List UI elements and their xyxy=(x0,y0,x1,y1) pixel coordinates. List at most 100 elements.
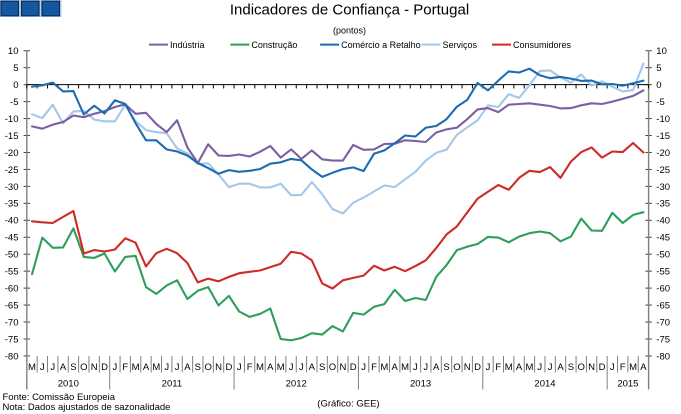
svg-text:N: N xyxy=(588,362,595,373)
svg-text:M: M xyxy=(380,362,388,373)
svg-text:S: S xyxy=(443,362,449,373)
svg-text:-70: -70 xyxy=(656,317,670,328)
svg-text:-20: -20 xyxy=(656,148,670,159)
svg-text:J: J xyxy=(113,362,118,373)
svg-text:O: O xyxy=(80,362,87,373)
svg-text:-25: -25 xyxy=(5,165,19,176)
svg-text:-65: -65 xyxy=(656,301,670,312)
svg-text:-50: -50 xyxy=(656,250,670,261)
svg-text:2014: 2014 xyxy=(534,378,555,389)
svg-text:Nota: Dados ajustados de sazon: Nota: Dados ajustados de sazonalidade xyxy=(3,402,171,413)
svg-text:(Gráfico: GEE): (Gráfico: GEE) xyxy=(317,399,379,410)
svg-text:M: M xyxy=(28,362,36,373)
svg-text:-25: -25 xyxy=(656,165,670,176)
svg-text:M: M xyxy=(256,362,264,373)
svg-text:-55: -55 xyxy=(5,267,19,278)
svg-text:F: F xyxy=(495,362,501,373)
svg-text:-75: -75 xyxy=(656,334,670,345)
svg-text:A: A xyxy=(433,362,440,373)
svg-text:F: F xyxy=(371,362,377,373)
svg-text:M: M xyxy=(277,362,285,373)
svg-text:N: N xyxy=(215,362,222,373)
svg-text:-45: -45 xyxy=(656,233,670,244)
svg-text:-35: -35 xyxy=(5,199,19,210)
svg-text:-75: -75 xyxy=(5,334,19,345)
svg-text:N: N xyxy=(91,362,98,373)
svg-text:(pontos): (pontos) xyxy=(333,26,366,36)
svg-text:M: M xyxy=(525,362,533,373)
svg-text:-35: -35 xyxy=(656,199,670,210)
svg-text:M: M xyxy=(132,362,140,373)
svg-text:-15: -15 xyxy=(5,131,19,142)
svg-text:M: M xyxy=(505,362,513,373)
svg-text:O: O xyxy=(205,362,212,373)
svg-text:Fonte: Comissão Europeia: Fonte: Comissão Europeia xyxy=(3,392,116,403)
svg-text:2012: 2012 xyxy=(286,378,307,389)
svg-text:Comércio a Retalho: Comércio a Retalho xyxy=(341,40,421,50)
svg-text:2011: 2011 xyxy=(162,378,182,389)
svg-text:2015: 2015 xyxy=(617,378,638,389)
svg-text:J: J xyxy=(175,362,180,373)
svg-text:N: N xyxy=(464,362,471,373)
svg-text:A: A xyxy=(392,362,399,373)
svg-text:J: J xyxy=(610,362,615,373)
svg-text:D: D xyxy=(101,362,108,373)
svg-text:-30: -30 xyxy=(5,182,19,193)
svg-text:O: O xyxy=(329,362,336,373)
svg-text:-5: -5 xyxy=(656,97,664,108)
svg-text:-70: -70 xyxy=(5,317,19,328)
svg-text:D: D xyxy=(350,362,357,373)
svg-text:-10: -10 xyxy=(5,114,19,125)
svg-text:-55: -55 xyxy=(656,267,670,278)
svg-text:Serviços: Serviços xyxy=(443,40,478,50)
svg-text:J: J xyxy=(413,362,418,373)
svg-text:-15: -15 xyxy=(656,131,670,142)
svg-text:-10: -10 xyxy=(656,114,670,125)
svg-text:A: A xyxy=(557,362,564,373)
svg-text:-45: -45 xyxy=(5,233,19,244)
svg-text:-30: -30 xyxy=(656,182,670,193)
svg-text:N: N xyxy=(339,362,346,373)
svg-text:J: J xyxy=(164,362,169,373)
svg-text:J: J xyxy=(537,362,542,373)
svg-text:-60: -60 xyxy=(5,284,19,295)
svg-text:0: 0 xyxy=(656,80,661,91)
svg-text:D: D xyxy=(599,362,606,373)
svg-text:Indústria: Indústria xyxy=(170,40,205,50)
svg-text:-40: -40 xyxy=(5,216,19,227)
svg-text:-40: -40 xyxy=(656,216,670,227)
svg-text:A: A xyxy=(60,362,67,373)
svg-text:Consumidores: Consumidores xyxy=(513,40,572,50)
svg-text:M: M xyxy=(629,362,637,373)
svg-text:M: M xyxy=(401,362,409,373)
svg-text:F: F xyxy=(122,362,128,373)
svg-text:Construção: Construção xyxy=(251,40,297,50)
svg-text:J: J xyxy=(423,362,428,373)
svg-text:-5: -5 xyxy=(10,97,18,108)
svg-text:-20: -20 xyxy=(5,148,19,159)
svg-text:A: A xyxy=(516,362,523,373)
svg-text:5: 5 xyxy=(656,63,661,74)
svg-text:S: S xyxy=(568,362,574,373)
svg-text:J: J xyxy=(40,362,45,373)
svg-text:-65: -65 xyxy=(5,301,19,312)
svg-text:D: D xyxy=(225,362,232,373)
svg-text:F: F xyxy=(247,362,253,373)
svg-text:D: D xyxy=(474,362,481,373)
svg-text:2013: 2013 xyxy=(410,378,431,389)
svg-text:10: 10 xyxy=(8,46,19,57)
svg-text:-60: -60 xyxy=(656,284,670,295)
svg-text:J: J xyxy=(50,362,55,373)
svg-text:A: A xyxy=(640,362,647,373)
svg-text:J: J xyxy=(361,362,366,373)
svg-text:F: F xyxy=(620,362,626,373)
svg-text:S: S xyxy=(70,362,76,373)
svg-text:5: 5 xyxy=(13,63,18,74)
svg-text:A: A xyxy=(184,362,191,373)
svg-text:J: J xyxy=(548,362,553,373)
svg-text:-80: -80 xyxy=(5,351,19,362)
svg-text:S: S xyxy=(195,362,201,373)
svg-text:S: S xyxy=(319,362,325,373)
svg-text:10: 10 xyxy=(656,46,667,57)
svg-text:J: J xyxy=(299,362,304,373)
